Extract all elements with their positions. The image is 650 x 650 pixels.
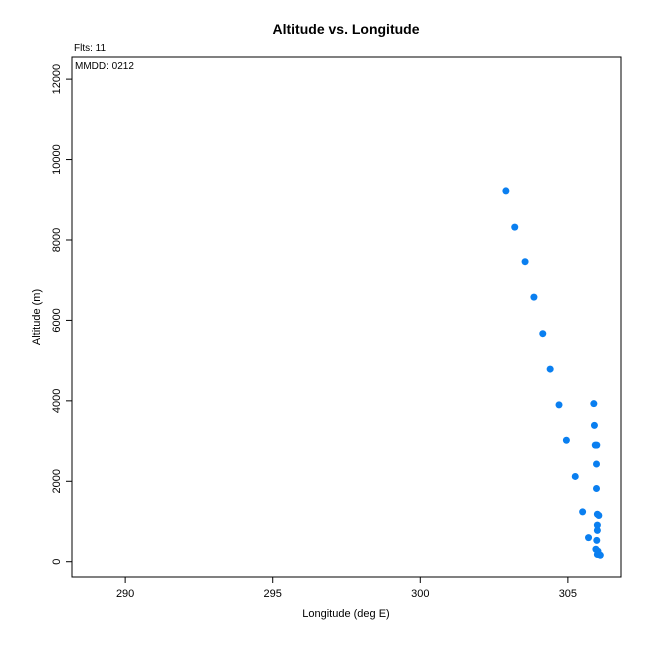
x-axis-label: Longitude (deg E) — [302, 608, 389, 620]
data-point — [562, 436, 570, 444]
data-point — [511, 223, 519, 231]
data-point — [596, 551, 604, 559]
data-point — [590, 400, 598, 408]
flights-annotation: Flts: 11 — [74, 43, 106, 54]
data-point — [555, 401, 563, 409]
plot-frame — [71, 56, 622, 578]
data-point — [521, 258, 529, 266]
y-tick-label: 8000 — [51, 228, 63, 252]
data-point — [546, 365, 554, 373]
data-point — [595, 511, 603, 519]
y-tick-label: 6000 — [51, 308, 63, 332]
data-point — [593, 526, 601, 534]
x-tick-label: 295 — [264, 588, 282, 600]
x-tick-label: 305 — [559, 588, 577, 600]
y-tick-label: 4000 — [51, 389, 63, 413]
x-tick-label: 290 — [116, 588, 134, 600]
data-point — [502, 187, 510, 195]
data-point — [593, 441, 601, 449]
data-point — [593, 536, 601, 544]
y-axis-label: Altitude (m) — [31, 289, 43, 345]
data-point — [585, 534, 593, 542]
data-point — [571, 472, 579, 480]
data-point — [593, 485, 601, 493]
chart-title: Altitude vs. Longitude — [273, 21, 420, 37]
data-point — [539, 330, 547, 338]
y-axis: 0 2000 4000 6000 8000 10000 12000 — [51, 64, 72, 565]
date-annotation: MMDD: 0212 — [75, 61, 134, 72]
data-point — [590, 421, 598, 429]
data-point — [530, 293, 538, 301]
y-tick-label: 10000 — [51, 144, 63, 175]
data-point — [593, 460, 601, 468]
x-tick-label: 300 — [411, 588, 429, 600]
x-axis: 290 295 300 305 — [116, 577, 577, 600]
y-tick-label: 12000 — [51, 64, 63, 95]
data-points — [502, 187, 604, 559]
y-tick-label: 2000 — [51, 469, 63, 493]
data-point — [579, 508, 587, 516]
data-point — [593, 521, 601, 529]
y-tick-label: 0 — [51, 559, 63, 565]
